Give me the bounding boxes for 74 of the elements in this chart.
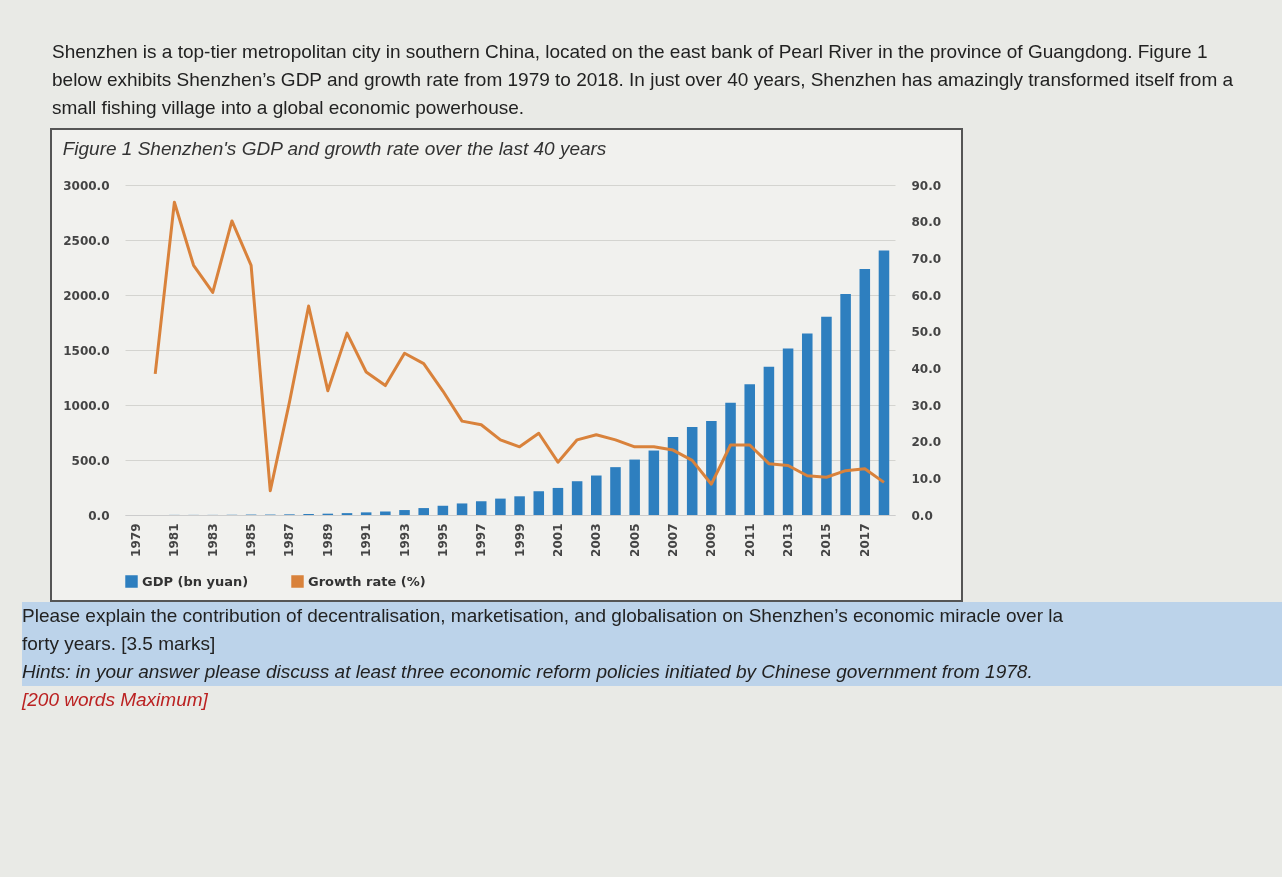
x-tick-label: 1983 [205,523,220,557]
bar [859,268,871,515]
bar [360,512,372,515]
bar [533,491,545,515]
x-tick-label: 2011 [742,523,757,557]
bar [475,501,487,515]
x-tick-label: 2003 [589,523,604,557]
x-tick-label: 2001 [550,523,565,557]
y-tick-label: 2000.0 [63,288,110,303]
x-tick-label: 1989 [320,523,335,557]
x-tick-label: 1999 [512,523,527,557]
text: [200 words Maximum] [22,688,209,712]
y2-tick-label: 10.0 [911,471,942,486]
bar [878,250,890,515]
y2-tick-label: 40.0 [911,361,942,376]
x-tick-label: 2009 [704,523,719,557]
x-tick-label: 2017 [857,523,872,557]
bar [437,505,449,515]
legend-label: GDP (bn yuan) [142,573,249,589]
bar [514,496,525,515]
y2-tick-label: 70.0 [911,251,942,266]
bar [591,475,602,515]
bar [725,402,736,515]
y-tick-label: 1500.0 [63,343,110,358]
y-tick-label: 1000.0 [63,398,110,413]
line-series [153,200,886,493]
y-tick-label: 500.0 [71,453,110,468]
y2-tick-label: 80.0 [911,215,942,230]
bar [782,348,794,515]
x-tick-label: 1979 [129,523,144,557]
bar [399,510,410,515]
text: Please explain the contribution of decentralisation, marketisation, and globalisation on Shenzhen’s economic miracle over la [22,602,1282,630]
x-tick-label: 1995 [435,523,450,557]
x-tick-label: 1993 [397,523,412,557]
bar [763,366,775,515]
bar [418,508,429,515]
bar [744,384,755,515]
bar [495,498,506,515]
x-tick-label: 2005 [627,523,642,557]
x-tick-label: 1997 [474,523,489,557]
x-tick-label: 2007 [666,523,681,557]
bar [610,467,621,515]
bar [706,421,717,515]
chart-subtitle: Shenzhen is a top-tier metropolitan city in southern China, located on the east bank of Pearl River in the province of Guangdong. Figure 1 below exhibits Shenzhen’s GDP and growth rate from 1979 to 2018. In just over 40 years, Shenzhen has amazingly transformed itself from a small fishing village into a global economic powerhouse. [52,40,1235,120]
y-tick-label: 3000.0 [63,178,110,193]
bar [821,316,832,515]
text: Hints: in your answer please discuss at least three economic reform policies initiated by Chinese government from 1978. [22,658,1282,686]
y2-tick-label: 60.0 [911,288,942,303]
x-tick-label: 1985 [244,523,259,557]
bar [840,294,851,515]
chart-title: Figure 1 Shenzhen's GDP and growth rate over the last 40 years [62,138,607,159]
bar [667,437,679,515]
y2-tick-label: 20.0 [911,435,942,450]
bar [552,487,564,515]
bar [629,459,640,515]
x-tick-label: 2015 [819,523,834,557]
x-tick-label: 1981 [167,523,182,557]
bar [801,333,813,515]
y2-tick-label: 0.0 [911,508,933,523]
bar [648,450,660,515]
y2-tick-label: 50.0 [911,325,942,340]
x-tick-label: 1987 [282,523,297,557]
bar [380,511,391,515]
y-tick-label: 0.0 [88,508,110,523]
x-tick-label: 1991 [359,523,374,557]
y-tick-label: 2500.0 [63,233,110,248]
bar [456,503,468,515]
legend-label: Growth rate (%) [308,573,426,589]
bar [571,481,583,515]
text: forty years. [3.5 marks] [22,630,1282,658]
x-tick-label: 2013 [781,523,796,557]
y2-tick-label: 30.0 [911,398,942,413]
bar [686,427,698,515]
y2-tick-label: 90.0 [911,178,942,193]
